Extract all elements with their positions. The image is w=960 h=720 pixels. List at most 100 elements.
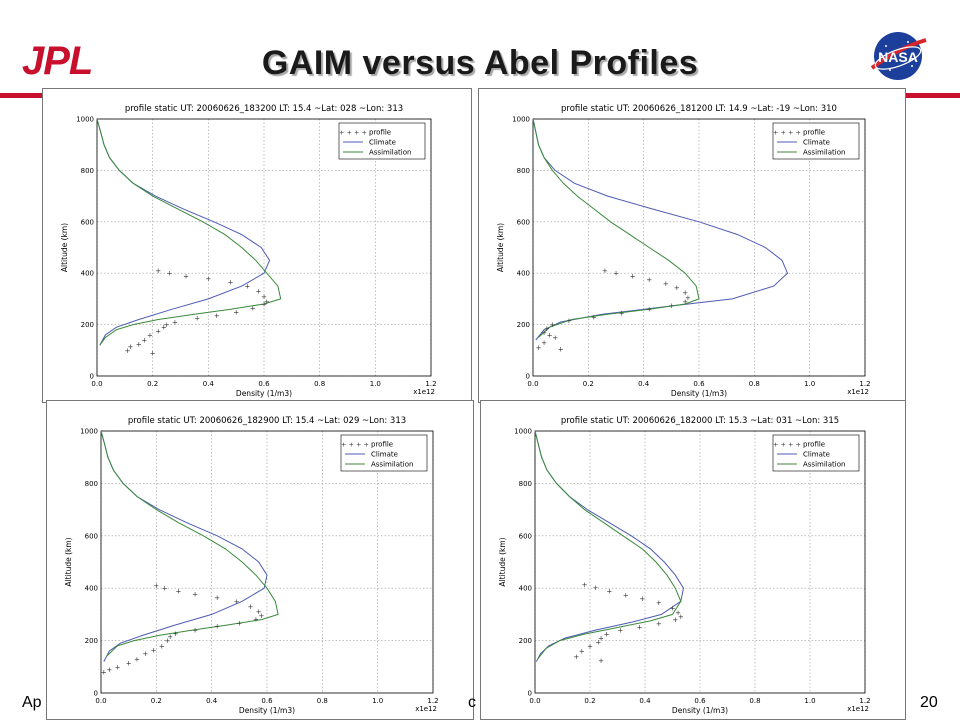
chart-3-y-tick-label: 400: [85, 585, 98, 593]
chart-1-legend-label: profile: [369, 129, 391, 137]
chart-3-profile-point: +: [256, 608, 262, 616]
chart-1-y-tick-label: 800: [81, 167, 94, 175]
chart-4-profile-point: +: [573, 653, 579, 661]
chart-3-x-axis-label: Density (1/m3): [239, 706, 295, 715]
chart-4: profile static UT: 20060626_182000 LT: 1…: [498, 416, 871, 715]
chart-panel-2: profile static UT: 20060626_181200 LT: 1…: [478, 88, 906, 403]
chart-2-x-tick-label: 0.0: [527, 380, 538, 388]
chart-3-profile-point: +: [247, 603, 253, 611]
chart-3-profile-point: +: [126, 659, 132, 667]
chart-3-profile-point: +: [192, 627, 198, 635]
chart-1-x-tick-label: 0.6: [258, 380, 270, 388]
chart-3-x-multiplier: x1e12: [415, 705, 437, 713]
chart-3-x-tick-label: 1.2: [427, 697, 438, 705]
chart-1-y-tick-label: 0: [90, 373, 94, 381]
chart-3-profile-point: +: [159, 642, 165, 650]
chart-1-assimilation-line: [96, 118, 282, 346]
chart-4-profile-point: +: [670, 604, 676, 612]
chart-3-profile-point: +: [142, 650, 148, 658]
chart-1-profile-point: +: [127, 343, 133, 351]
chart-2-x-tick-label: 0.6: [693, 380, 705, 388]
chart-3-y-tick-label: 800: [85, 480, 98, 488]
chart-3-legend-label: profile: [371, 441, 393, 449]
chart-3-x-tick-label: 1.0: [372, 697, 383, 705]
chart-1-profile-point: +: [228, 279, 234, 287]
chart-2-profile-point: +: [558, 346, 564, 354]
chart-4-title: profile static UT: 20060626_182000 LT: 1…: [561, 416, 839, 426]
chart-2-profile-point: +: [536, 344, 542, 352]
chart-4-y-tick-label: 1000: [514, 428, 532, 436]
chart-3-x-tick-label: 0.8: [317, 697, 328, 705]
chart-2-profile-point: +: [552, 334, 558, 342]
chart-1-plot-frame: [96, 118, 432, 377]
chart-2-profile-point: +: [566, 317, 572, 325]
footer-text-left: Ap: [22, 694, 42, 711]
chart-3-legend-marker: + + + +: [341, 441, 369, 449]
chart-2-x-tick-label: 0.8: [749, 380, 760, 388]
chart-4-y-tick-label: 0: [528, 690, 532, 698]
chart-2-profile-point: +: [674, 284, 680, 292]
chart-4-y-tick-label: 400: [519, 585, 532, 593]
chart-4-legend: [772, 434, 860, 472]
chart-2-x-multiplier: x1e12: [847, 388, 869, 396]
chart-4-y-tick-label: 800: [519, 480, 532, 488]
chart-4-profile-point: +: [656, 599, 662, 607]
chart-2-profile-point: +: [682, 289, 688, 297]
chart-1-x-tick-label: 0.4: [203, 380, 215, 388]
chart-2-x-tick-label: 0.2: [583, 380, 594, 388]
chart-3-y-axis-label: Altitude (km): [64, 537, 73, 586]
chart-4-profile-point: +: [579, 648, 585, 656]
chart-1-legend-label: Assimilation: [369, 149, 411, 157]
chart-2-profile-point: +: [619, 310, 625, 318]
chart-4-x-tick-label: 1.0: [804, 697, 815, 705]
chart-1-y-tick-label: 600: [81, 218, 94, 226]
chart-4-profile-point: +: [587, 642, 593, 650]
chart-panel-4: profile static UT: 20060626_182000 LT: 1…: [480, 400, 906, 720]
chart-4-x-tick-label: 0.6: [694, 697, 706, 705]
chart-3-profile-point: +: [234, 598, 240, 606]
slide-number: 20: [920, 694, 938, 711]
chart-3-profile-point: +: [214, 594, 220, 602]
chart-3-title: profile static UT: 20060626_182900 LT: 1…: [128, 416, 406, 426]
chart-3-profile-point: +: [106, 666, 112, 674]
chart-2-profile-point: +: [685, 294, 691, 302]
chart-2-y-tick-label: 1000: [512, 116, 530, 124]
chart-1-x-tick-label: 0.8: [314, 380, 325, 388]
chart-4-profile-point: +: [593, 584, 599, 592]
chart-4-profile-point: +: [598, 634, 604, 642]
chart-3-profile-point: +: [176, 587, 182, 595]
chart-3-legend: [340, 434, 428, 472]
chart-1-profile-point: +: [264, 298, 270, 306]
chart-3-y-tick-label: 600: [85, 532, 98, 540]
chart-4-profile-point: +: [582, 581, 588, 589]
chart-1-profile-point: +: [166, 270, 172, 278]
chart-2-profile-point: +: [591, 313, 597, 321]
chart-1-profile-point: +: [261, 301, 267, 309]
chart-4-profile-point: +: [637, 623, 643, 631]
chart-2-profile-point: +: [547, 331, 553, 339]
header-rule-left: [0, 93, 46, 98]
chart-3-profile-point: +: [134, 655, 140, 663]
chart-4-profile-point: +: [623, 591, 629, 599]
chart-2-profile-point: +: [682, 298, 688, 306]
chart-4-y-tick-label: 200: [519, 637, 532, 645]
chart-1-profile-point: +: [172, 319, 178, 327]
chart-4-x-tick-label: 0.2: [584, 697, 595, 705]
chart-2-y-tick-label: 600: [517, 218, 530, 226]
chart-4-x-multiplier: x1e12: [847, 705, 869, 713]
chart-1-profile-point: +: [136, 340, 142, 348]
chart-3-profile-point: +: [167, 633, 173, 641]
chart-1-legend-marker: + + + +: [339, 129, 367, 137]
chart-2-x-tick-label: 0.4: [638, 380, 650, 388]
chart-4-legend-label: Climate: [803, 451, 830, 459]
chart-1-profile-point: +: [250, 304, 256, 312]
chart-1-x-multiplier: x1e12: [413, 388, 435, 396]
chart-2-x-tick-label: 1.2: [859, 380, 870, 388]
chart-2-profile-point: +: [646, 306, 652, 314]
chart-1-profile-point: +: [214, 312, 220, 320]
header-rule-right: [906, 93, 960, 98]
chart-3-x-tick-label: 0.4: [206, 697, 218, 705]
chart-2-plot-frame: [532, 118, 866, 377]
chart-3-profile-point: +: [173, 630, 179, 638]
chart-4-profile-point: +: [672, 616, 678, 624]
